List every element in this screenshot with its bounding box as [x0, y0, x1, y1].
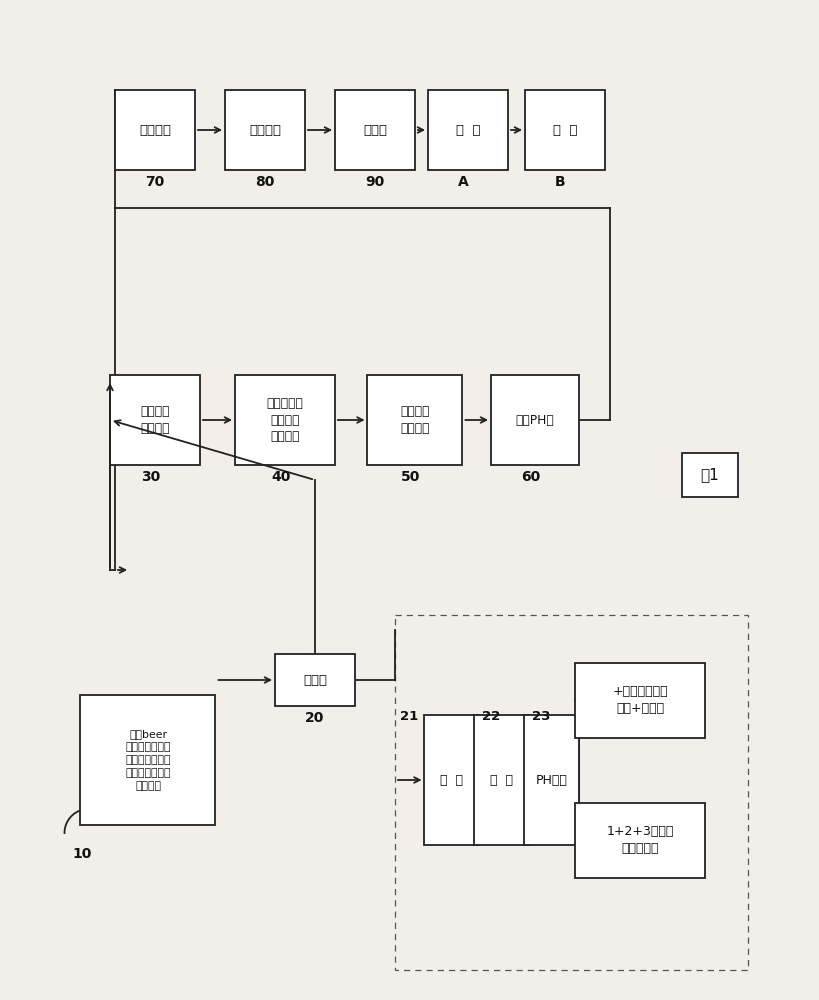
Text: 80: 80: [255, 175, 274, 189]
Text: 再过滤: 再过滤: [363, 123, 387, 136]
FancyBboxPatch shape: [235, 375, 335, 465]
Text: 40: 40: [270, 470, 290, 484]
Text: A: A: [458, 175, 468, 189]
FancyBboxPatch shape: [574, 662, 704, 738]
Text: 23: 23: [532, 710, 550, 723]
FancyBboxPatch shape: [681, 453, 737, 497]
Text: 60: 60: [520, 470, 540, 484]
Text: +阳离子界面活
性剂+电解质: +阳离子界面活 性剂+电解质: [612, 685, 667, 715]
FancyBboxPatch shape: [524, 715, 579, 845]
Text: 20: 20: [305, 711, 324, 725]
Text: 重量平衡: 重量平衡: [249, 123, 281, 136]
FancyBboxPatch shape: [474, 715, 529, 845]
Text: 加入天然介
面活性剂
（搅拌）: 加入天然介 面活性剂 （搅拌）: [266, 397, 303, 443]
Text: 22: 22: [482, 710, 500, 723]
Text: 过  滤: 过 滤: [440, 774, 463, 786]
FancyBboxPatch shape: [367, 375, 462, 465]
FancyBboxPatch shape: [524, 90, 604, 170]
FancyBboxPatch shape: [115, 90, 195, 170]
Text: B: B: [554, 175, 565, 189]
FancyBboxPatch shape: [110, 375, 200, 465]
Text: 30: 30: [141, 470, 160, 484]
FancyBboxPatch shape: [491, 375, 578, 465]
Text: 10: 10: [72, 847, 92, 861]
FancyBboxPatch shape: [335, 90, 414, 170]
Text: 进入大槽
（搅拌）: 进入大槽 （搅拌）: [140, 405, 170, 435]
Text: 图1: 图1: [699, 468, 718, 483]
FancyBboxPatch shape: [274, 654, 355, 706]
Text: 70: 70: [145, 175, 164, 189]
Text: 包  装: 包 装: [552, 123, 577, 136]
Text: 除  菌: 除 菌: [490, 774, 513, 786]
Text: 移  送: 移 送: [455, 123, 480, 136]
Text: 中和反应
（搅拌）: 中和反应 （搅拌）: [400, 405, 429, 435]
Text: 调整PH值: 调整PH值: [515, 414, 554, 426]
Text: 调整黏价: 调整黏价: [139, 123, 171, 136]
FancyBboxPatch shape: [424, 715, 479, 845]
Text: 50: 50: [400, 470, 420, 484]
FancyBboxPatch shape: [224, 90, 305, 170]
Text: 前处理: 前处理: [303, 674, 327, 686]
FancyBboxPatch shape: [80, 695, 215, 825]
Text: 90: 90: [364, 175, 384, 189]
Text: 1+2+3非离子
界面活性剂: 1+2+3非离子 界面活性剂: [605, 825, 673, 855]
Text: 废弃beer
（过期、腐败、
废弃及产制后管
路及桶槽残留的
废液体）: 废弃beer （过期、腐败、 废弃及产制后管 路及桶槽残留的 废液体）: [125, 729, 170, 791]
Text: 21: 21: [400, 710, 418, 723]
Text: PH调整: PH调整: [536, 774, 568, 786]
FancyBboxPatch shape: [428, 90, 508, 170]
FancyBboxPatch shape: [574, 802, 704, 878]
